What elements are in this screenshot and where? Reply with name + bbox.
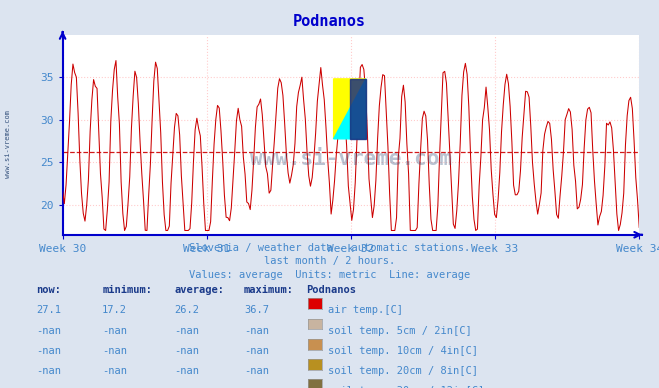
Text: www.si-vreme.com: www.si-vreme.com xyxy=(250,149,452,169)
Text: -nan: -nan xyxy=(102,326,127,336)
Text: -nan: -nan xyxy=(244,346,269,356)
Polygon shape xyxy=(333,79,366,139)
Text: Values: average  Units: metric  Line: average: Values: average Units: metric Line: aver… xyxy=(189,270,470,280)
Text: 36.7: 36.7 xyxy=(244,305,269,315)
Text: Slovenia / weather data - automatic stations.: Slovenia / weather data - automatic stat… xyxy=(189,242,470,253)
Text: now:: now: xyxy=(36,285,61,295)
Text: www.si-vreme.com: www.si-vreme.com xyxy=(5,109,11,178)
Text: -nan: -nan xyxy=(175,386,200,388)
Text: air temp.[C]: air temp.[C] xyxy=(328,305,403,315)
Text: 27.1: 27.1 xyxy=(36,305,61,315)
Text: -nan: -nan xyxy=(175,326,200,336)
Text: -nan: -nan xyxy=(175,346,200,356)
Text: -nan: -nan xyxy=(244,366,269,376)
Text: -nan: -nan xyxy=(102,346,127,356)
Text: -nan: -nan xyxy=(36,346,61,356)
Text: -nan: -nan xyxy=(244,386,269,388)
Polygon shape xyxy=(350,79,366,139)
Text: maximum:: maximum: xyxy=(244,285,294,295)
Text: -nan: -nan xyxy=(175,366,200,376)
Polygon shape xyxy=(333,79,366,139)
Text: -nan: -nan xyxy=(244,326,269,336)
Text: minimum:: minimum: xyxy=(102,285,152,295)
Text: Podnanos: Podnanos xyxy=(293,14,366,29)
Text: soil temp. 5cm / 2in[C]: soil temp. 5cm / 2in[C] xyxy=(328,326,471,336)
Text: -nan: -nan xyxy=(102,366,127,376)
Text: 17.2: 17.2 xyxy=(102,305,127,315)
Text: soil temp. 10cm / 4in[C]: soil temp. 10cm / 4in[C] xyxy=(328,346,478,356)
Text: Podnanos: Podnanos xyxy=(306,285,357,295)
Text: average:: average: xyxy=(175,285,225,295)
Text: -nan: -nan xyxy=(36,366,61,376)
Text: 26.2: 26.2 xyxy=(175,305,200,315)
Text: -nan: -nan xyxy=(36,386,61,388)
Text: -nan: -nan xyxy=(36,326,61,336)
Text: last month / 2 hours.: last month / 2 hours. xyxy=(264,256,395,266)
Text: soil temp. 30cm / 12in[C]: soil temp. 30cm / 12in[C] xyxy=(328,386,484,388)
Text: soil temp. 20cm / 8in[C]: soil temp. 20cm / 8in[C] xyxy=(328,366,478,376)
Text: -nan: -nan xyxy=(102,386,127,388)
